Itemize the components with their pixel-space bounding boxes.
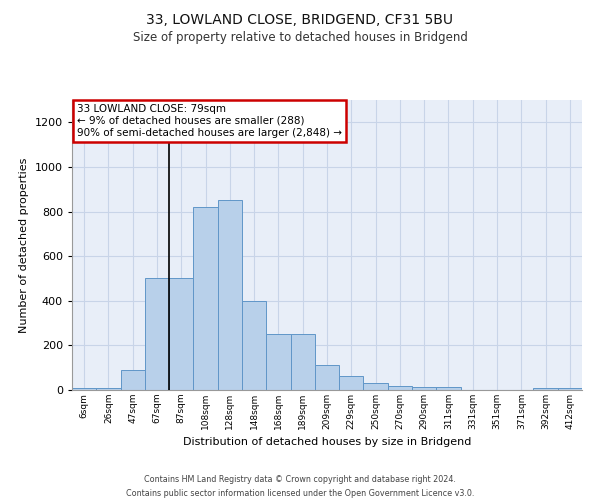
Bar [364, 384, 388, 390]
Bar [242, 301, 266, 390]
Bar [145, 278, 169, 390]
Bar [290, 334, 315, 390]
Bar [96, 388, 121, 390]
Bar [218, 200, 242, 390]
Bar [436, 386, 461, 390]
Bar [266, 334, 290, 390]
Text: 33, LOWLAND CLOSE, BRIDGEND, CF31 5BU: 33, LOWLAND CLOSE, BRIDGEND, CF31 5BU [146, 13, 454, 27]
Text: Size of property relative to detached houses in Bridgend: Size of property relative to detached ho… [133, 31, 467, 44]
Bar [558, 388, 582, 390]
Bar [339, 376, 364, 390]
Bar [315, 366, 339, 390]
Bar [388, 386, 412, 390]
Text: Contains HM Land Registry data © Crown copyright and database right 2024.
Contai: Contains HM Land Registry data © Crown c… [126, 476, 474, 498]
Bar [121, 370, 145, 390]
Text: 33 LOWLAND CLOSE: 79sqm
← 9% of detached houses are smaller (288)
90% of semi-de: 33 LOWLAND CLOSE: 79sqm ← 9% of detached… [77, 104, 342, 138]
Y-axis label: Number of detached properties: Number of detached properties [19, 158, 29, 332]
Bar [72, 388, 96, 390]
Bar [412, 386, 436, 390]
Bar [169, 278, 193, 390]
X-axis label: Distribution of detached houses by size in Bridgend: Distribution of detached houses by size … [183, 438, 471, 448]
Bar [533, 388, 558, 390]
Bar [193, 207, 218, 390]
